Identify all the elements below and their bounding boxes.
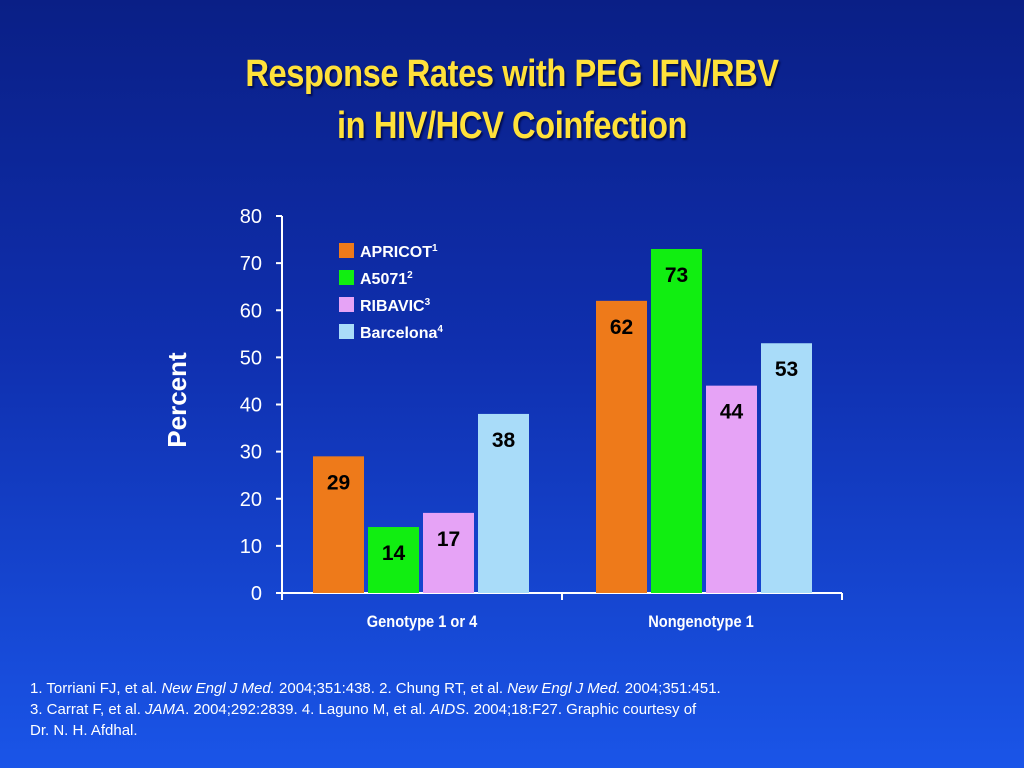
bar xyxy=(478,413,529,593)
y-tick-label: 20 xyxy=(240,489,262,511)
y-axis-title: Percent xyxy=(162,352,192,448)
bar-value-label: 38 xyxy=(492,429,516,452)
bar-value-label: 44 xyxy=(720,401,744,424)
title-line-1: Response Rates with PEG IFN/RBV xyxy=(245,53,779,95)
legend-label: Barcelona4 xyxy=(360,324,443,342)
bar xyxy=(651,248,702,594)
bar xyxy=(596,300,647,593)
y-tick-label: 80 xyxy=(240,206,262,228)
reference-text: 1. Torriani FJ, et al. xyxy=(30,680,162,697)
x-category-label: Nongenotype 1 xyxy=(648,613,754,631)
bar-value-label: 14 xyxy=(382,542,406,565)
reference-text: . 2004;292:2839. 4. Laguno M, et al. xyxy=(185,701,431,718)
legend-label: APRICOT1 xyxy=(360,243,438,261)
bar xyxy=(313,456,364,593)
reference-text: 3. Carrat F, et al. xyxy=(30,701,146,718)
bar-value-label: 17 xyxy=(437,528,460,551)
bar-value-label: 62 xyxy=(610,316,633,339)
legend-label: A50712 xyxy=(360,270,413,288)
y-tick-label: 30 xyxy=(240,442,262,464)
bar-value-label: 53 xyxy=(775,358,798,381)
reference-line: Dr. N. H. Afdhal. xyxy=(30,720,990,741)
reference-text: 2004;351:451. xyxy=(620,680,721,697)
bar xyxy=(706,385,757,593)
journal-name: AIDS xyxy=(430,701,466,718)
x-category-label: Genotype 1 or 4 xyxy=(367,613,478,631)
bar-chart: 0 10 20 30 40 50 60 70 80 Percent Genotype 1 or 4 2… xyxy=(162,206,812,631)
y-tick-label: 50 xyxy=(240,347,262,369)
journal-name: JAMA xyxy=(145,701,186,718)
references: 1. Torriani FJ, et al. New Engl J Med. 2… xyxy=(30,678,990,741)
bar xyxy=(423,512,474,593)
bar-value-label: 73 xyxy=(665,264,688,287)
legend-label: RIBAVIC3 xyxy=(360,297,431,315)
y-tick-label: 60 xyxy=(240,300,262,322)
y-tick-label: 40 xyxy=(240,395,262,417)
legend-swatch xyxy=(339,270,354,285)
reference-line: 3. Carrat F, et al. JAMA. 2004;292:2839.… xyxy=(30,699,990,720)
legend-swatch xyxy=(339,297,354,312)
title-line-2: in HIV/HCV Coinfection xyxy=(336,105,688,147)
reference-text: . 2004;18:F27. Graphic courtesy of xyxy=(465,701,697,718)
bar-value-label: 29 xyxy=(327,471,350,494)
journal-name: New Engl J Med. xyxy=(161,680,275,697)
slide-title: Response Rates with PEG IFN/RBV in HIV/H… xyxy=(72,48,953,152)
reference-line: 1. Torriani FJ, et al. New Engl J Med. 2… xyxy=(30,678,990,699)
reference-text: Dr. N. H. Afdhal. xyxy=(30,722,138,739)
y-tick-label: 10 xyxy=(240,536,262,558)
y-tick-label: 70 xyxy=(240,253,262,275)
legend-swatch xyxy=(339,324,354,339)
legend-swatch xyxy=(339,243,354,258)
bar xyxy=(761,343,812,593)
bar xyxy=(368,527,419,593)
reference-text: 2004;351:438. 2. Chung RT, et al. xyxy=(274,680,508,697)
journal-name: New Engl J Med. xyxy=(507,680,621,697)
y-tick-label: 0 xyxy=(251,583,262,605)
